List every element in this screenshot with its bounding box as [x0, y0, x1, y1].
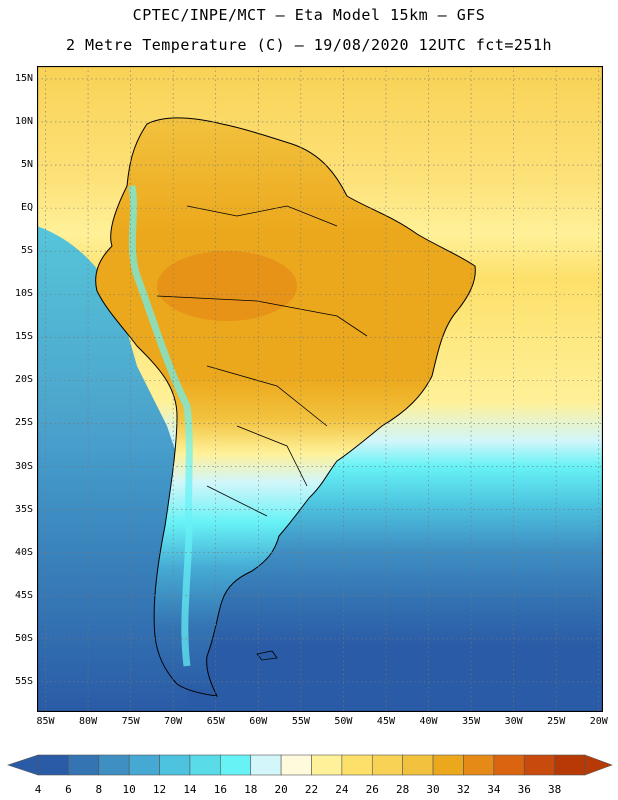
longitude-tick-label: 40W: [419, 716, 438, 727]
latitude-tick-label: 5S: [20, 245, 33, 257]
temperature-map: [37, 66, 603, 712]
latitude-tick-label: 50S: [14, 632, 33, 644]
latitude-tick-label: 15S: [14, 331, 33, 343]
colorbar-swatch: [463, 754, 495, 776]
colorbar-swatch: [128, 754, 160, 776]
colorbar-tick-label: 18: [244, 783, 258, 796]
colorbar-swatch: [341, 754, 373, 776]
colorbar-tick-label: 36: [517, 783, 531, 796]
colorbar-tick-label: 28: [396, 783, 410, 796]
longitude-tick-label: 85W: [36, 716, 55, 727]
map-title-line-2: 2 Metre Temperature (C) – 19/08/2020 12U…: [65, 36, 553, 54]
latitude-tick-label: 40S: [14, 546, 33, 558]
country-borders: [156, 205, 368, 517]
falkland-islands: [256, 650, 278, 661]
hot-core-region: [157, 251, 297, 321]
colorbar-tick-label: 4: [34, 783, 42, 796]
colorbar-swatch: [250, 754, 282, 776]
colorbar-tick-label: 8: [95, 783, 103, 796]
colorbar-tick-label: 22: [304, 783, 319, 796]
colorbar-tick-label: 30: [426, 783, 440, 796]
colorbar-low-arrow: [7, 754, 39, 776]
longitude-tick-label: 50W: [334, 716, 353, 727]
longitude-tick-label: 45W: [376, 716, 395, 727]
longitude-tick-label: 35W: [462, 716, 481, 727]
latitude-tick-label: 30S: [14, 460, 33, 472]
map-title-line-1: CPTEC/INPE/MCT – Eta Model 15km – GFS: [132, 6, 486, 24]
colorbar-swatch: [432, 754, 464, 776]
longitude-tick-label: 60W: [249, 716, 268, 727]
colorbar-swatch: [189, 754, 221, 776]
colorbar-tick-label: 38: [547, 783, 562, 796]
longitude-tick-label: 70W: [164, 716, 183, 727]
map-border: [37, 66, 603, 712]
latitude-tick-label: 55S: [14, 675, 33, 687]
longitude-tick-label: 75W: [121, 716, 140, 727]
colorbar-swatch: [98, 754, 130, 776]
colorbar-swatch: [371, 754, 403, 776]
colorbar-tick-label: 20: [274, 783, 288, 796]
latitude-tick-label: 35S: [14, 503, 33, 515]
colorbar-swatch: [280, 754, 312, 776]
temperature-colorbar: [7, 754, 613, 776]
latitude-tick-label: 25S: [14, 417, 33, 429]
longitude-tick-label: 55W: [291, 716, 310, 727]
colorbar-tick-label: 24: [335, 783, 349, 796]
latitude-tick-label: 10N: [14, 115, 33, 127]
pacific-cool-field: [37, 226, 187, 712]
latitude-tick-label: 20S: [14, 374, 33, 386]
colorbar-tick-label: 26: [365, 783, 379, 796]
colorbar-tick-label: 34: [487, 783, 501, 796]
latitude-tick-label: 45S: [14, 589, 33, 601]
colorbar-tick-label: 16: [213, 783, 227, 796]
colorbar-tick-label: 12: [152, 783, 167, 796]
longitude-tick-label: 80W: [79, 716, 98, 727]
colorbar-high-arrow: [584, 754, 613, 776]
colorbar-swatch: [37, 754, 69, 776]
longitude-tick-label: 25W: [547, 716, 566, 727]
longitude-tick-label: 65W: [206, 716, 225, 727]
colorbar-swatch: [402, 754, 434, 776]
colorbar-swatch: [311, 754, 343, 776]
colorbar-tick-label: 32: [456, 783, 471, 796]
colorbar-swatch: [554, 754, 586, 776]
colorbar-swatch: [159, 754, 191, 776]
latitude-tick-label: 10S: [14, 288, 33, 300]
colorbar-swatch: [493, 754, 525, 776]
colorbar-swatch: [68, 754, 100, 776]
colorbar-tick-label: 14: [183, 783, 197, 796]
longitude-tick-label: 20W: [589, 716, 608, 727]
colorbar-swatch: [220, 754, 252, 776]
longitude-tick-label: 30W: [504, 716, 523, 727]
colorbar-tick-label: 10: [122, 783, 136, 796]
latitude-tick-label: EQ: [20, 202, 33, 214]
andes-cool-strip: [128, 185, 193, 667]
latitude-tick-label: 5N: [20, 159, 33, 171]
latitude-tick-label: 15N: [14, 72, 33, 84]
colorbar-tick-label: 6: [65, 783, 72, 796]
colorbar-swatch: [523, 754, 555, 776]
